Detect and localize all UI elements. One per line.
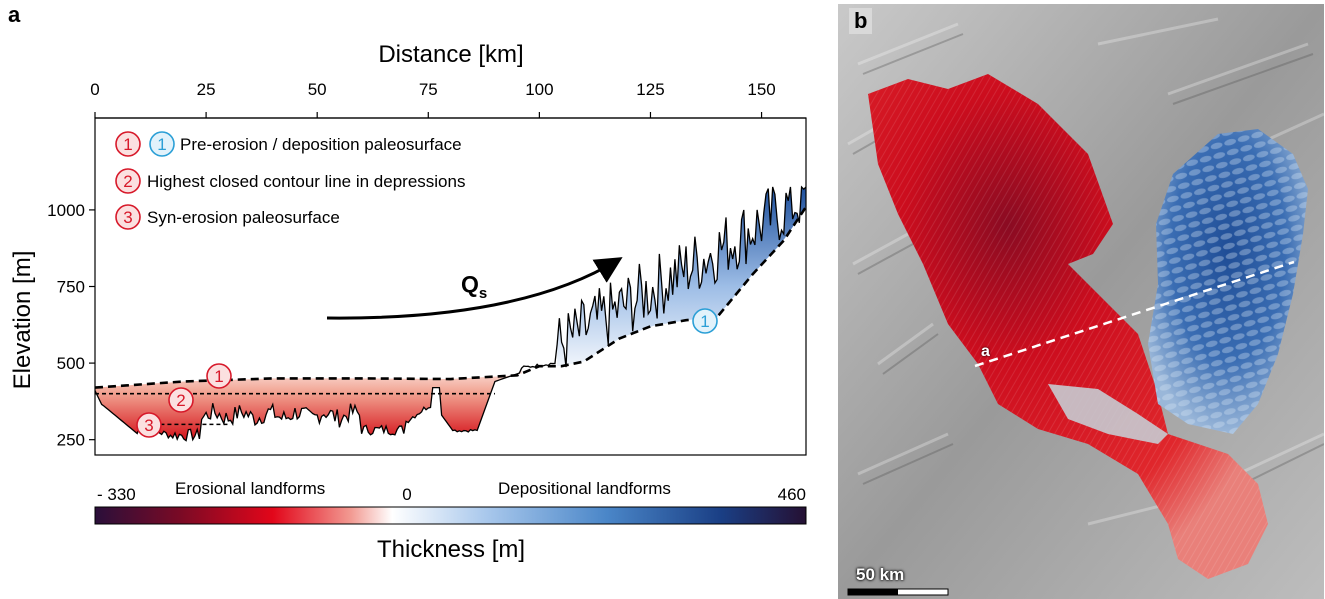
callout-1-red: 1: [206, 363, 232, 389]
pre-erosion-paleosurface-line: [94, 206, 808, 389]
erosional-fill: [95, 368, 522, 441]
y-tick-label: 250: [57, 431, 85, 450]
profile-line-label: a: [981, 343, 990, 360]
depositional-fill: [557, 186, 806, 368]
legend-text-syn-erosion: Syn-erosion paleosurface: [147, 208, 340, 227]
x-tick-label: 50: [308, 80, 327, 99]
panel-b-label: b: [849, 8, 873, 34]
dem-thickness-map: a 50 km: [838, 4, 1324, 599]
x-tick-label: 0: [90, 80, 99, 99]
svg-text:1: 1: [214, 367, 223, 386]
callout-3-red: 3: [136, 412, 162, 438]
legend-marker-1-blue: 1: [149, 131, 175, 157]
x-tick-label: 125: [636, 80, 664, 99]
colorbar-right-text: Depositional landforms: [498, 479, 671, 498]
profile-line-a: [974, 260, 1295, 368]
legend-marker-3-red: 3: [115, 204, 141, 230]
legend-text-pre-erosion: Pre-erosion / deposition paleosurface: [180, 135, 462, 154]
legend-marker-1-red: 1: [115, 131, 141, 157]
x-tick-label: 100: [525, 80, 553, 99]
y-tick-label: 750: [57, 278, 85, 297]
colorbar-left-text: Erosional landforms: [175, 479, 325, 498]
svg-text:3: 3: [144, 416, 153, 435]
colorbar-min-label: - 330: [97, 485, 136, 504]
chart-plot-layer: 0 25 50 75 100 125 150 250 500 750 1000: [47, 80, 808, 456]
legend: 1 1 Pre-erosion / deposition paleosurfac…: [115, 131, 465, 230]
colorbar-title: Thickness [m]: [377, 536, 525, 563]
scalebar: [847, 588, 949, 596]
topography-line: [94, 185, 807, 442]
x-tick-label: 150: [747, 80, 775, 99]
sediment-flux-arrow: [326, 257, 623, 320]
svg-text:1: 1: [700, 312, 709, 331]
x-tick-label: 25: [197, 80, 216, 99]
panel-a-label: a: [8, 2, 21, 27]
elevation-profile-chart: 0 25 50 75 100 125 150 250 500 750 1000 Distance […: [9, 41, 808, 563]
svg-text:1: 1: [123, 135, 132, 154]
callout-2-red: 2: [168, 387, 194, 413]
svg-text:3: 3: [123, 208, 132, 227]
map-image: [838, 4, 1324, 599]
colorbar-mid-label: 0: [402, 485, 411, 504]
x-tick-label: 75: [419, 80, 438, 99]
colorbar-gradient: [94, 506, 807, 525]
qs-label: Qs: [461, 271, 487, 302]
legend-marker-2-red: 2: [115, 168, 141, 194]
y-axis-label: Elevation [m]: [9, 251, 36, 390]
colorbar-max-label: 460: [778, 485, 806, 504]
legend-text-closed-contour: Highest closed contour line in depressio…: [147, 172, 465, 191]
svg-text:2: 2: [123, 172, 132, 191]
svg-text:1: 1: [157, 135, 166, 154]
svg-text:2: 2: [176, 391, 185, 410]
callout-1-blue: 1: [692, 308, 718, 334]
x-axis-label: Distance [km]: [378, 41, 523, 68]
y-tick-label: 1000: [47, 201, 85, 220]
scalebar-label: 50 km: [856, 565, 905, 584]
y-tick-label: 500: [57, 354, 85, 373]
flat-deposit-patch: [1048, 384, 1168, 444]
colorbar: - 330 Erosional landforms 0 Depositional…: [94, 479, 807, 563]
